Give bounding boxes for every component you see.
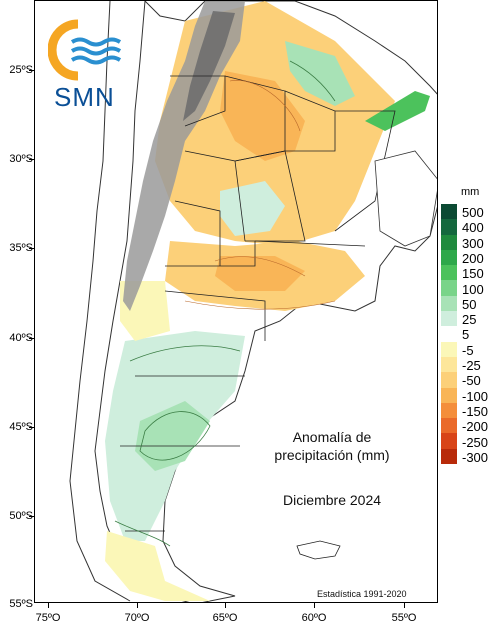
- lat-tick: [29, 516, 34, 517]
- smn-logo: [47, 18, 128, 108]
- legend-label: 5: [462, 327, 470, 343]
- chile-coast: [69, 1, 131, 602]
- lon-label-75: 75ºO: [35, 612, 61, 624]
- anomaly-patagonia-wet: [135, 401, 210, 471]
- legend-label: -200: [462, 419, 489, 435]
- legend-swatch: [441, 448, 457, 465]
- malvinas-islands: [296, 540, 341, 560]
- lon-tick: [48, 603, 49, 608]
- map-period: Diciembre 2024: [282, 492, 382, 508]
- legend-swatch: [441, 326, 457, 342]
- map-title-line-2: precipitación (mm): [274, 447, 390, 463]
- legend-label: 50: [462, 296, 477, 312]
- lon-tick: [314, 603, 315, 608]
- legend-label: -25: [462, 358, 481, 373]
- map-title-line-1: Anomalía de: [292, 429, 372, 445]
- lat-label-45: 45ºS: [9, 421, 33, 433]
- lat-label-50: 50ºS: [9, 510, 33, 522]
- legend-swatch: [441, 341, 457, 357]
- anomaly-pampa-strong: [215, 256, 305, 291]
- legend-label: 200: [462, 250, 484, 266]
- anomaly-south-yellow: [105, 531, 210, 601]
- lat-tick: [29, 70, 34, 71]
- legend-label: 25: [462, 312, 477, 328]
- legend-swatch: [441, 418, 457, 434]
- legend-label: -300: [462, 449, 489, 465]
- lon-label-65: 65ºO: [212, 612, 238, 624]
- legend-swatch: [441, 280, 457, 296]
- legend-label: -150: [462, 403, 489, 419]
- lat-label-55: 55ºS: [9, 598, 33, 610]
- legend-swatch: [441, 433, 457, 449]
- legend-swatch: [441, 265, 457, 281]
- anomaly-center-pale: [220, 181, 285, 236]
- smn-logo-text: SMN: [54, 82, 115, 112]
- lat-label-40: 40ºS: [9, 332, 33, 344]
- lat-tick: [29, 338, 34, 339]
- statistics-note: Estadística 1991-2020: [317, 589, 407, 599]
- legend-label: 150: [462, 266, 484, 282]
- map-title: Anomalía de precipitación (mm): [262, 428, 402, 464]
- province-boundaries: [120, 75, 396, 532]
- lat-tick: [29, 427, 34, 428]
- legend-label: -50: [462, 373, 481, 389]
- legend-unit: mm: [461, 186, 480, 198]
- legend-swatch: [441, 204, 457, 220]
- legend-swatch: [441, 219, 457, 235]
- lon-label-55: 55ºO: [391, 612, 417, 624]
- legend-label: 500: [462, 205, 484, 220]
- lat-label-30: 30ºS: [9, 153, 33, 165]
- anomaly-north-strong: [220, 71, 305, 161]
- lat-tick: [29, 159, 34, 160]
- contour-lines: [114, 60, 336, 547]
- lon-label-60: 60ºO: [301, 612, 327, 624]
- neighbor-outline: [374, 150, 437, 247]
- precipitation-anomaly-map: [69, 1, 437, 602]
- map-panel: [34, 0, 438, 603]
- legend-swatch: [441, 356, 457, 373]
- legend-label: 300: [462, 235, 484, 251]
- legend-label: -100: [462, 388, 489, 404]
- anomaly-misiones-green: [365, 91, 430, 131]
- andes-terrain: [123, 1, 245, 311]
- legend-swatch: [441, 311, 457, 327]
- anomaly-northeast-green: [285, 41, 355, 106]
- legend-swatch: [441, 387, 457, 403]
- legend-swatch: [441, 402, 457, 419]
- lat-tick: [29, 248, 34, 249]
- lon-label-70: 70ºO: [124, 612, 150, 624]
- lat-label-35: 35ºS: [9, 242, 33, 254]
- color-legend: [441, 204, 457, 465]
- legend-label: 400: [462, 220, 484, 236]
- legend-label: -250: [462, 434, 489, 450]
- legend-label: 100: [462, 281, 484, 297]
- lon-tick: [404, 603, 405, 608]
- lon-tick: [137, 603, 138, 608]
- andes-terrain-dark: [183, 11, 235, 121]
- smn-logo-mark: [47, 19, 122, 81]
- legend-label: -5: [462, 342, 474, 358]
- legend-swatch: [441, 249, 457, 266]
- lat-label-25: 25ºS: [9, 64, 33, 76]
- contour-lines-orange: [184, 80, 336, 310]
- lon-tick: [225, 603, 226, 608]
- legend-swatch: [441, 234, 457, 250]
- legend-swatch: [441, 295, 457, 312]
- legend-swatch: [441, 372, 457, 388]
